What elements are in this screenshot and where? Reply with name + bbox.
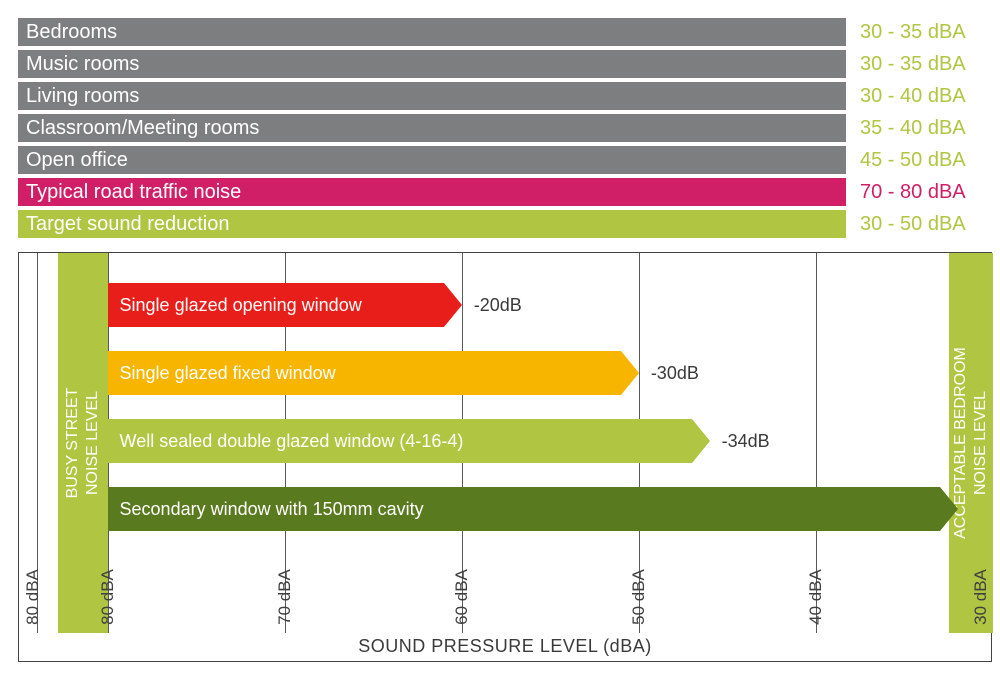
- arrow-tip-icon: [940, 487, 958, 531]
- table-row: Typical road traffic noise70 - 80 dBA: [18, 178, 990, 206]
- bar-arrow: Well sealed double glazed window (4-16-4…: [108, 419, 710, 463]
- table-row-label: Living rooms: [18, 82, 846, 110]
- x-axis-label: SOUND PRESSURE LEVEL (dBA): [19, 636, 991, 657]
- table-row: Classroom/Meeting rooms35 - 40 dBA: [18, 114, 990, 142]
- bar-arrow: Single glazed opening window: [108, 283, 462, 327]
- bar-row: Secondary window with 150mm cavity: [19, 487, 991, 531]
- arrow-tip-icon: [692, 419, 710, 463]
- bar-row: Well sealed double glazed window (4-16-4…: [19, 419, 991, 463]
- table-row-value: 30 - 40 dBA: [852, 82, 990, 110]
- bar-label: Single glazed fixed window: [108, 351, 621, 395]
- bar-row: Single glazed fixed window -30dB: [19, 351, 991, 395]
- table-row-value: 30 - 35 dBA: [852, 18, 990, 46]
- bar-arrow: Single glazed fixed window: [108, 351, 639, 395]
- table-row: Open office45 - 50 dBA: [18, 146, 990, 174]
- arrow-tip-icon: [621, 351, 639, 395]
- bar-row: Single glazed opening window -20dB: [19, 283, 991, 327]
- x-tick: 70 dBA: [275, 569, 295, 625]
- x-tick: 60 dBA: [452, 569, 472, 625]
- table-row-label: Music rooms: [18, 50, 846, 78]
- table-row-value: 30 - 35 dBA: [852, 50, 990, 78]
- bar-reduction-label: -20dB: [466, 283, 522, 327]
- table-row-value: 35 - 40 dBA: [852, 114, 990, 142]
- bar-reduction-label: -34dB: [714, 419, 770, 463]
- x-tick: 30 dBA: [971, 569, 991, 625]
- x-tick: 40 dBA: [806, 569, 826, 625]
- table-row-label: Target sound reduction: [18, 210, 846, 238]
- table-row-value: 45 - 50 dBA: [852, 146, 990, 174]
- bar-reduction-label: -30dB: [643, 351, 699, 395]
- bar-label: Well sealed double glazed window (4-16-4…: [108, 419, 692, 463]
- table-row: Music rooms30 - 35 dBA: [18, 50, 990, 78]
- table-row: Target sound reduction30 - 50 dBA: [18, 210, 990, 238]
- arrow-tip-icon: [444, 283, 462, 327]
- table-row-label: Classroom/Meeting rooms: [18, 114, 846, 142]
- table-row: Bedrooms30 - 35 dBA: [18, 18, 990, 46]
- bar-arrow: Secondary window with 150mm cavity: [108, 487, 958, 531]
- bar-label: Secondary window with 150mm cavity: [108, 487, 940, 531]
- x-tick: 80 dBA: [98, 569, 118, 625]
- table-row: Living rooms30 - 40 dBA: [18, 82, 990, 110]
- x-tick: 80 dBA: [23, 569, 43, 625]
- bar-label: Single glazed opening window: [108, 283, 444, 327]
- table-row-value: 70 - 80 dBA: [852, 178, 990, 206]
- x-tick: 50 dBA: [629, 569, 649, 625]
- table-row-label: Bedrooms: [18, 18, 846, 46]
- table-row-value: 30 - 50 dBA: [852, 210, 990, 238]
- table-row-label: Open office: [18, 146, 846, 174]
- table-row-label: Typical road traffic noise: [18, 178, 846, 206]
